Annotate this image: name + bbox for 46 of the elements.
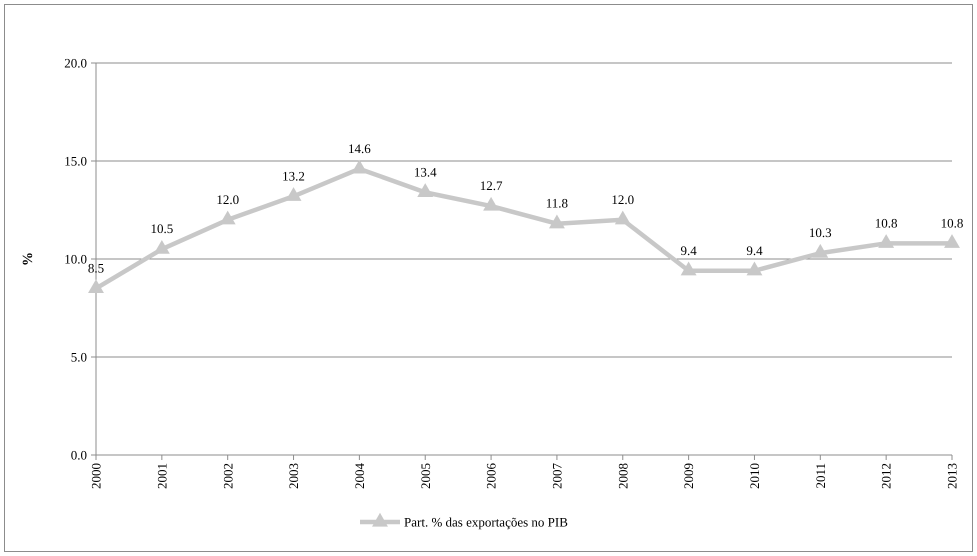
- legend-label: Part. % das exportações no PIB: [404, 514, 568, 530]
- x-tick-label: 2007: [549, 462, 564, 489]
- x-tick-label: 2013: [944, 463, 960, 489]
- y-axis-title: %: [21, 252, 36, 266]
- x-tick-label: 2004: [352, 462, 367, 489]
- x-tick-label: 2002: [220, 463, 236, 489]
- x-tick-label: 2011: [812, 463, 828, 489]
- data-label: 13.2: [282, 168, 305, 184]
- point: [944, 234, 960, 248]
- data-label: 13.4: [414, 164, 438, 180]
- point: [417, 183, 434, 197]
- x-tick-label: 2012: [878, 463, 894, 489]
- data-label: 10.5: [150, 221, 174, 236]
- point: [746, 262, 762, 276]
- data-label: 10.3: [808, 225, 832, 240]
- point: [88, 279, 104, 293]
- data-label: 12.7: [480, 178, 503, 194]
- point: [483, 196, 500, 211]
- data-label: 12.0: [216, 192, 240, 207]
- data-label: 10.8: [874, 215, 898, 230]
- data-label: 9.4: [680, 242, 698, 258]
- data-label: 8.5: [88, 260, 104, 276]
- x-tick-label: 2006: [484, 462, 499, 489]
- y-tick-label: 15.0: [64, 154, 87, 169]
- data-label: 12.0: [611, 192, 634, 207]
- x-tick-label: 2005: [418, 463, 433, 489]
- x-tick-label: 2003: [286, 463, 302, 489]
- data-label: 14.6: [348, 140, 372, 156]
- point: [548, 214, 565, 228]
- data-label: 11.8: [546, 196, 568, 211]
- point: [812, 244, 828, 258]
- y-tick-label: 20.0: [64, 56, 87, 71]
- data-label: 9.4: [746, 242, 764, 258]
- y-tick-label: 0.0: [70, 448, 87, 463]
- x-tick-label: 2009: [681, 463, 696, 489]
- point: [878, 234, 894, 248]
- x-tick-label: 2001: [154, 463, 170, 489]
- y-tick-label: 5.0: [70, 350, 87, 365]
- point: [680, 262, 697, 276]
- point: [286, 187, 302, 201]
- x-tick-label: 2010: [747, 463, 762, 489]
- y-tick-label: 10.0: [64, 252, 87, 267]
- point: [614, 210, 631, 224]
- x-tick-label: 2008: [615, 463, 630, 489]
- data-label: 10.8: [940, 215, 964, 230]
- x-tick-label: 2000: [88, 463, 104, 489]
